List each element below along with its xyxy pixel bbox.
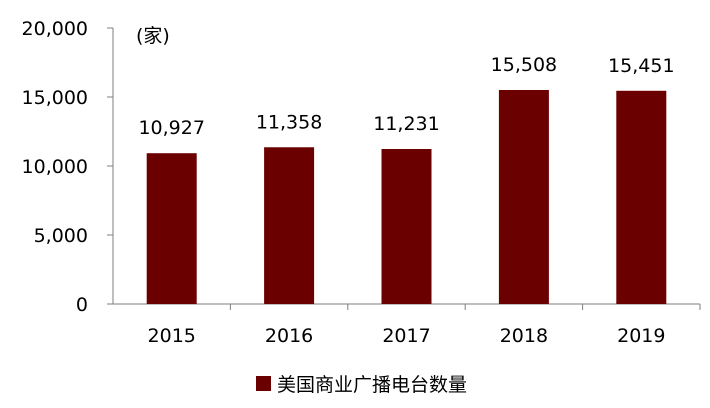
- x-tick-label: 2019: [617, 325, 665, 347]
- bar: [616, 90, 667, 304]
- chart-labels: 10,927 2015 11,358 2016 11,231 2017 15,508 2018…: [138, 54, 674, 347]
- bar-value-label: 15,508: [491, 54, 557, 76]
- legend-swatch: [256, 375, 271, 391]
- x-tick-label: 2018: [500, 325, 548, 347]
- legend: 美国商业广播电台数量: [256, 370, 467, 396]
- chart-axes: 0 5,000 10,000 15,000 20,000: [22, 18, 701, 316]
- y-tick-label: 0: [76, 294, 88, 316]
- bar: [146, 153, 197, 304]
- unit-label: (家): [136, 25, 170, 47]
- y-tick-label: 10,000: [22, 156, 88, 178]
- bar: [381, 149, 432, 304]
- bar-value-label: 15,451: [608, 55, 674, 77]
- bar-value-label: 10,927: [138, 117, 204, 139]
- bar: [264, 147, 315, 304]
- chart-bars: [146, 89, 667, 305]
- x-tick-label: 2017: [382, 325, 430, 347]
- bar-value-label: 11,231: [373, 113, 439, 135]
- y-tick-label: 5,000: [34, 225, 88, 247]
- x-tick-label: 2016: [265, 325, 313, 347]
- legend-label: 美国商业广播电台数量: [277, 373, 468, 396]
- bar: [498, 89, 549, 305]
- x-tick-label: 2015: [148, 325, 196, 347]
- bar-value-label: 11,358: [256, 111, 322, 133]
- y-tick-label: 15,000: [22, 87, 88, 109]
- y-tick-label: 20,000: [22, 18, 88, 40]
